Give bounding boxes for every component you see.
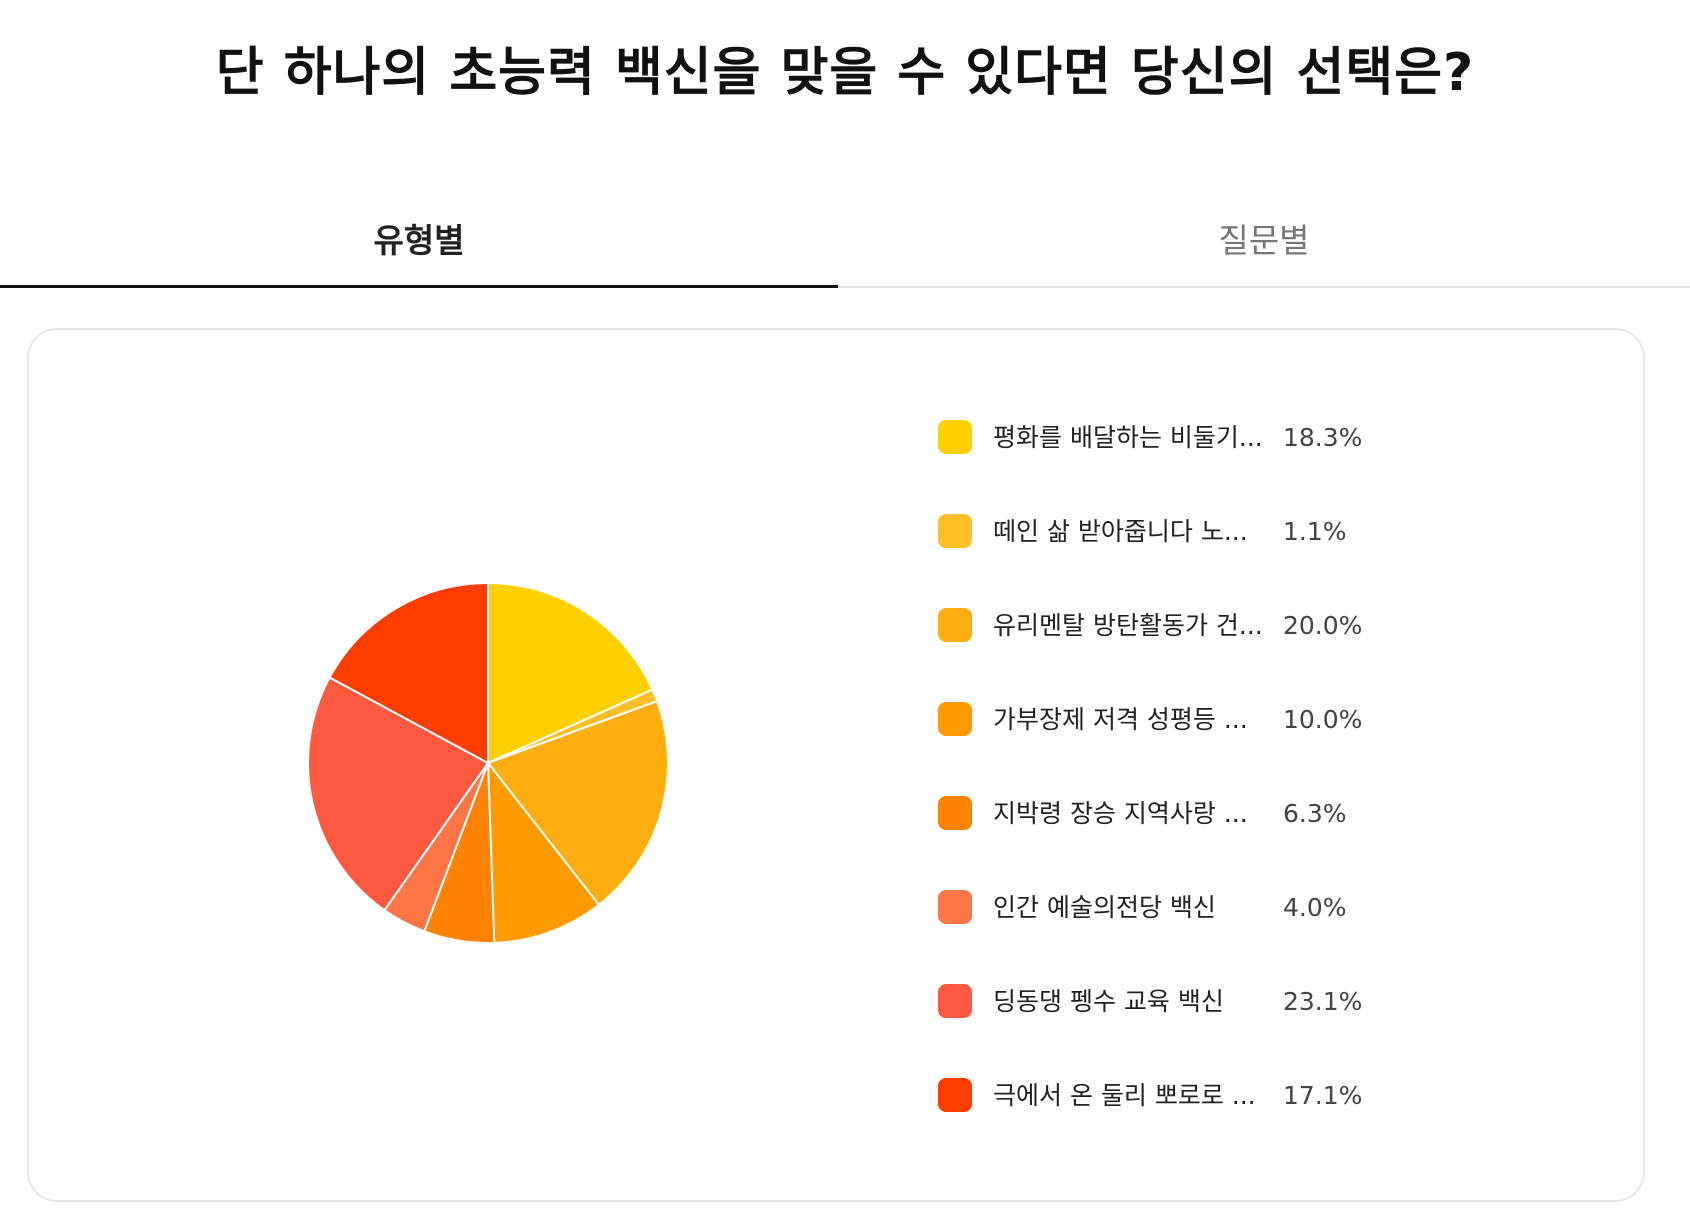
tab-by-type[interactable]: 유형별 [0,190,838,288]
legend-value: 20.0% [1283,611,1363,640]
legend-swatch [938,796,972,830]
legend-item[interactable]: 평화를 배달하는 비둘기... 18.3% [938,418,1638,458]
legend-value: 4.0% [1283,893,1347,922]
legend-swatch [938,890,972,924]
legend-value: 23.1% [1283,987,1363,1016]
legend-label: 유리멘탈 방탄활동가 건... [993,611,1263,640]
legend-item[interactable]: 인간 예술의전당 백신 4.0% [938,888,1638,928]
legend-swatch [938,702,972,736]
pie-chart [307,582,669,944]
legend-item[interactable]: 극에서 온 둘리 뽀로로 ... 17.1% [938,1076,1638,1116]
page-title: 단 하나의 초능력 백신을 맞을 수 있다면 당신의 선택은? [215,43,1475,103]
legend-item[interactable]: 가부장제 저격 성평등 ... 10.0% [938,700,1638,740]
legend-value: 10.0% [1283,705,1363,734]
legend-value: 6.3% [1283,799,1347,828]
legend-swatch [938,420,972,454]
chart-card [27,328,1645,1202]
legend-item[interactable]: 딩동댕 펭수 교육 백신 23.1% [938,982,1638,1022]
legend-label: 극에서 온 둘리 뽀로로 ... [993,1081,1256,1110]
legend-swatch [938,514,972,548]
pie-slice-4[interactable] [487,762,600,944]
pie-slice-3[interactable] [487,700,669,906]
legend-value: 18.3% [1283,423,1363,452]
legend-label: 평화를 배달하는 비둘기... [993,423,1263,452]
legend-label: 인간 예술의전당 백신 [993,893,1216,922]
legend-item[interactable]: 떼인 삶 받아줍니다 노... 1.1% [938,512,1638,552]
tab-bar: 유형별 질문별 [0,190,1690,288]
legend-swatch [938,984,972,1018]
legend-label: 지박령 장승 지역사랑 ... [993,799,1248,828]
pie-slice-8[interactable] [328,582,489,764]
legend-value: 17.1% [1283,1081,1363,1110]
legend-swatch [938,1078,972,1112]
tab-by-question[interactable]: 질문별 [1218,221,1310,260]
legend-swatch [938,608,972,642]
legend-label: 떼인 삶 받아줍니다 노... [993,517,1248,546]
legend-item[interactable]: 지박령 장승 지역사랑 ... 6.3% [938,794,1638,834]
legend-label: 가부장제 저격 성평등 ... [993,705,1248,734]
pie-slice-1[interactable] [487,582,654,764]
legend-value: 1.1% [1283,517,1347,546]
pie-slice-7[interactable] [307,676,489,912]
legend-label: 딩동댕 펭수 교육 백신 [993,987,1224,1016]
legend-item[interactable]: 유리멘탈 방탄활동가 건... 20.0% [938,606,1638,646]
